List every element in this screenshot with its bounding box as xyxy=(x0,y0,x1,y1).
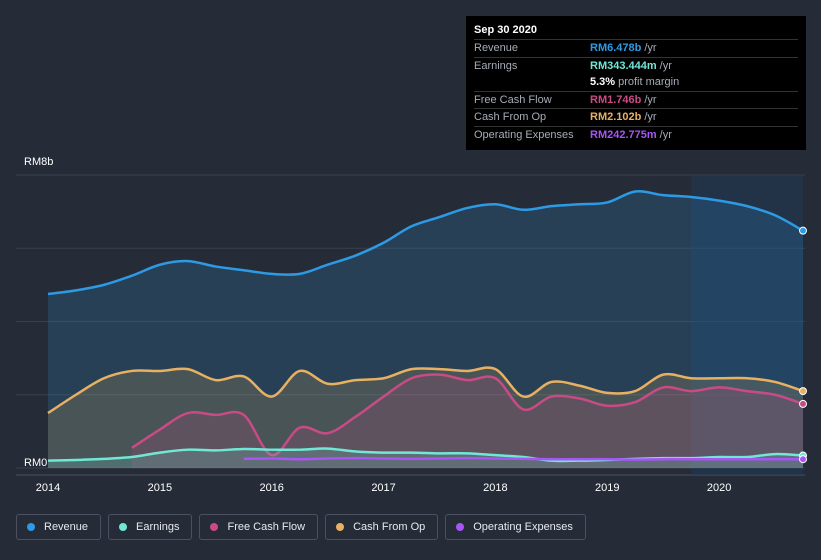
tooltip-row-value: RM2.102b xyxy=(590,111,642,123)
legend-item-earnings[interactable]: Earnings xyxy=(108,514,193,540)
legend-dot-icon xyxy=(210,523,219,531)
tooltip-row: Operating Expenses RM242.775m/yr xyxy=(474,125,798,144)
grid-lines xyxy=(16,174,805,476)
legend-item-cash-from-op[interactable]: Cash From Op xyxy=(325,514,439,540)
legend-label: Earnings xyxy=(136,521,180,533)
tooltip-row-label: Earnings xyxy=(474,59,518,72)
legend-dot-icon xyxy=(119,523,128,531)
tooltip-row-value: RM242.775m xyxy=(590,128,657,141)
tooltip-row-value: RM1.746b xyxy=(590,93,642,106)
y-axis-top-label: RM8b xyxy=(24,156,53,168)
x-tick-label: 2015 xyxy=(148,482,172,494)
legend-dot-icon xyxy=(27,523,35,531)
tooltip-row-label: Free Cash Flow xyxy=(474,93,552,106)
operating-expenses-end-point xyxy=(799,455,807,464)
cash-from-op-end-point xyxy=(799,387,807,396)
cash-from-op-area xyxy=(48,367,803,468)
tooltip-row: Earnings RM343.444m/yr xyxy=(474,56,798,75)
revenue-line xyxy=(47,190,804,296)
tooltip-row-unit: /yr xyxy=(644,93,657,106)
legend-dot-icon xyxy=(336,523,345,531)
tooltip-date: Sep 30 2020 xyxy=(474,24,537,36)
tooltip-row: Cash From Op RM2.102b/yr xyxy=(474,108,798,126)
tooltip-row: Free Cash Flow RM1.746b/yr xyxy=(474,90,798,109)
legend-dot-icon xyxy=(456,523,465,531)
legend: Revenue Earnings Free Cash Flow Cash From O… xyxy=(16,514,586,540)
y-axis-bottom-label: RM0 xyxy=(24,457,47,469)
tooltip-row-unit: profit margin xyxy=(618,76,680,88)
legend-label: Free Cash Flow xyxy=(227,521,306,533)
tooltip-row-unit: /yr xyxy=(659,59,672,72)
tooltip-row: Revenue RM6.478b/yr xyxy=(474,39,798,57)
legend-label: Cash From Op xyxy=(353,521,426,533)
tooltip-row-value: 5.3% xyxy=(590,76,616,88)
tooltip-row-unit: /yr xyxy=(644,111,657,123)
tooltip-row: 5.3% profit margin xyxy=(474,74,798,91)
x-tick-label: 2020 xyxy=(707,482,731,494)
x-axis: 2014 2015 2016 2017 2018 2019 2020 xyxy=(36,482,732,494)
free-cash-flow-end-point xyxy=(799,399,807,408)
legend-item-free-cash-flow[interactable]: Free Cash Flow xyxy=(199,514,319,540)
x-tick-label: 2017 xyxy=(371,482,395,494)
x-tick-label: 2016 xyxy=(259,482,283,494)
legend-label: Revenue xyxy=(44,521,89,533)
forecast-shade xyxy=(691,175,803,475)
free-cash-flow-area xyxy=(131,374,803,468)
tooltip-row-value: RM6.478b xyxy=(590,42,642,54)
tooltip-row-label: Revenue xyxy=(474,42,519,54)
legend-item-operating-expenses[interactable]: Operating Expenses xyxy=(445,514,586,540)
tooltip-panel: Sep 30 2020 Revenue RM6.478b/yr Earnings RM… xyxy=(466,16,806,150)
tooltip-row-unit: /yr xyxy=(659,128,672,141)
x-tick-label: 2018 xyxy=(483,482,507,494)
x-tick-label: 2019 xyxy=(595,482,619,494)
legend-label: Operating Expenses xyxy=(473,521,573,533)
operating-expenses-line xyxy=(243,456,803,461)
tooltip-row-label: Operating Expenses xyxy=(474,128,574,141)
free-cash-flow-line xyxy=(131,373,804,457)
revenue-area xyxy=(48,191,803,468)
cash-from-op-line xyxy=(47,366,804,415)
tooltip-row-label xyxy=(474,74,590,91)
tooltip-row-label: Cash From Op xyxy=(474,111,547,123)
tooltip-row-value: RM343.444m xyxy=(590,59,657,72)
legend-item-revenue[interactable]: Revenue xyxy=(16,514,102,540)
x-tick-label: 2014 xyxy=(36,482,60,494)
revenue-end-point xyxy=(799,226,807,235)
tooltip-row-unit: /yr xyxy=(644,42,657,54)
series-layer xyxy=(47,190,807,468)
